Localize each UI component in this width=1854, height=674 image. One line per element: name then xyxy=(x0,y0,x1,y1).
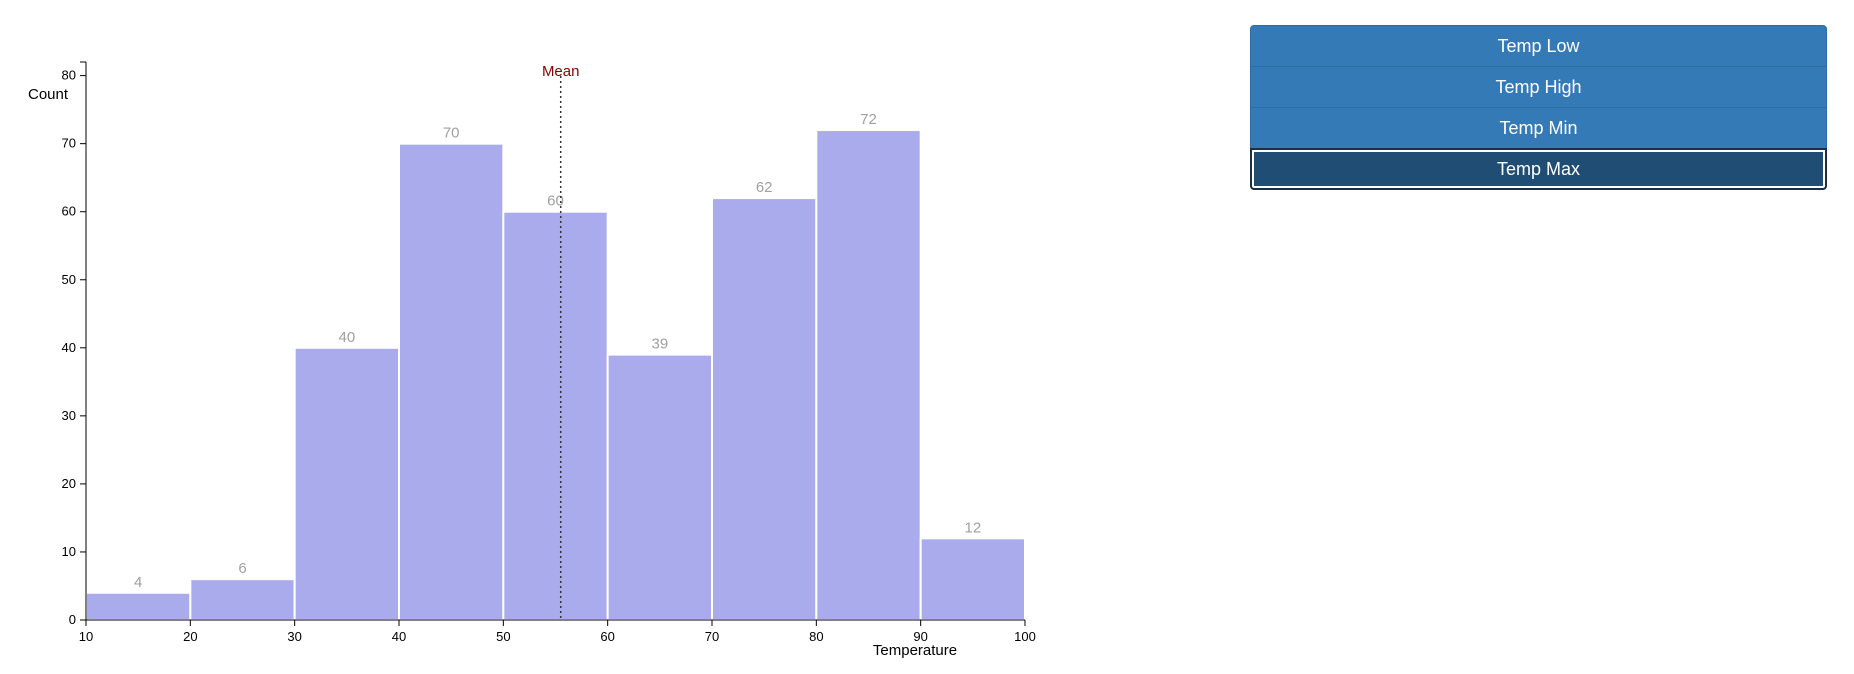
x-tick-label-1: 20 xyxy=(183,629,197,644)
histogram-bar-0 xyxy=(85,591,192,622)
temp-max-button[interactable]: Temp Max xyxy=(1250,148,1827,190)
y-tick-label-3: 30 xyxy=(62,408,76,423)
x-tick-label-0: 10 xyxy=(79,629,93,644)
y-tick-label-5: 50 xyxy=(62,272,76,287)
x-tick-label-3: 40 xyxy=(392,629,406,644)
histogram-bar-8 xyxy=(919,537,1027,622)
y-tick-label-1: 10 xyxy=(62,544,76,559)
x-tick-label-4: 50 xyxy=(496,629,510,644)
y-tick-label-4: 40 xyxy=(62,340,76,355)
histogram-bar-5 xyxy=(606,353,714,621)
y-tick-label-6: 60 xyxy=(62,204,76,219)
y-tick-label-7: 70 xyxy=(62,136,76,151)
histogram-bar-1 xyxy=(189,578,296,621)
x-tick-label-8: 90 xyxy=(913,629,927,644)
bar-value-label-6: 62 xyxy=(756,179,773,196)
histogram-bar-3 xyxy=(398,142,505,621)
x-axis-title: Temperature xyxy=(873,642,957,659)
bar-value-label-3: 70 xyxy=(443,125,460,142)
histogram-bar-4 xyxy=(502,210,609,622)
bar-value-label-4: 60 xyxy=(547,193,564,210)
x-tick-label-6: 70 xyxy=(705,629,719,644)
bar-value-label-8: 12 xyxy=(964,519,981,536)
y-tick-label-8: 80 xyxy=(62,68,76,83)
bar-value-label-1: 6 xyxy=(238,560,246,577)
x-axis: 10 20 30 40 50 60 70 80 90 100 xyxy=(79,619,1036,644)
temp-low-button[interactable]: Temp Low xyxy=(1250,25,1827,67)
x-tick-label-2: 30 xyxy=(287,629,301,644)
x-tick-label-7: 80 xyxy=(809,629,823,644)
histogram-chart: 4 6 40 70 60 39 62 72 12 Mean 0 10 20 30 40 50 60 70 80 … xyxy=(28,61,1036,659)
x-tick-label-9: 100 xyxy=(1014,629,1036,644)
histogram-bar-7 xyxy=(815,129,922,622)
y-tick-label-0: 0 xyxy=(69,612,76,627)
y-tick-label-2: 20 xyxy=(62,476,76,491)
y-axis: 0 10 20 30 40 50 60 70 80 xyxy=(62,61,87,627)
temp-min-button[interactable]: Temp Min xyxy=(1250,107,1827,149)
histogram-bar-2 xyxy=(293,346,400,621)
bar-value-label-7: 72 xyxy=(860,111,877,128)
bars-layer xyxy=(85,129,1027,622)
bar-labels-layer: 4 6 40 70 60 39 62 72 12 xyxy=(134,111,981,591)
bar-value-label-2: 40 xyxy=(338,329,355,346)
mean-label: Mean xyxy=(542,63,580,80)
y-axis-title: Count xyxy=(28,86,69,103)
histogram-bar-6 xyxy=(711,197,818,621)
x-tick-label-5: 60 xyxy=(600,629,614,644)
bar-value-label-0: 4 xyxy=(134,574,142,591)
metric-button-group: Temp Low Temp High Temp Min Temp Max xyxy=(1250,25,1827,190)
temp-high-button[interactable]: Temp High xyxy=(1250,66,1827,108)
mean-layer: Mean xyxy=(542,63,580,620)
bar-value-label-5: 39 xyxy=(651,336,668,353)
